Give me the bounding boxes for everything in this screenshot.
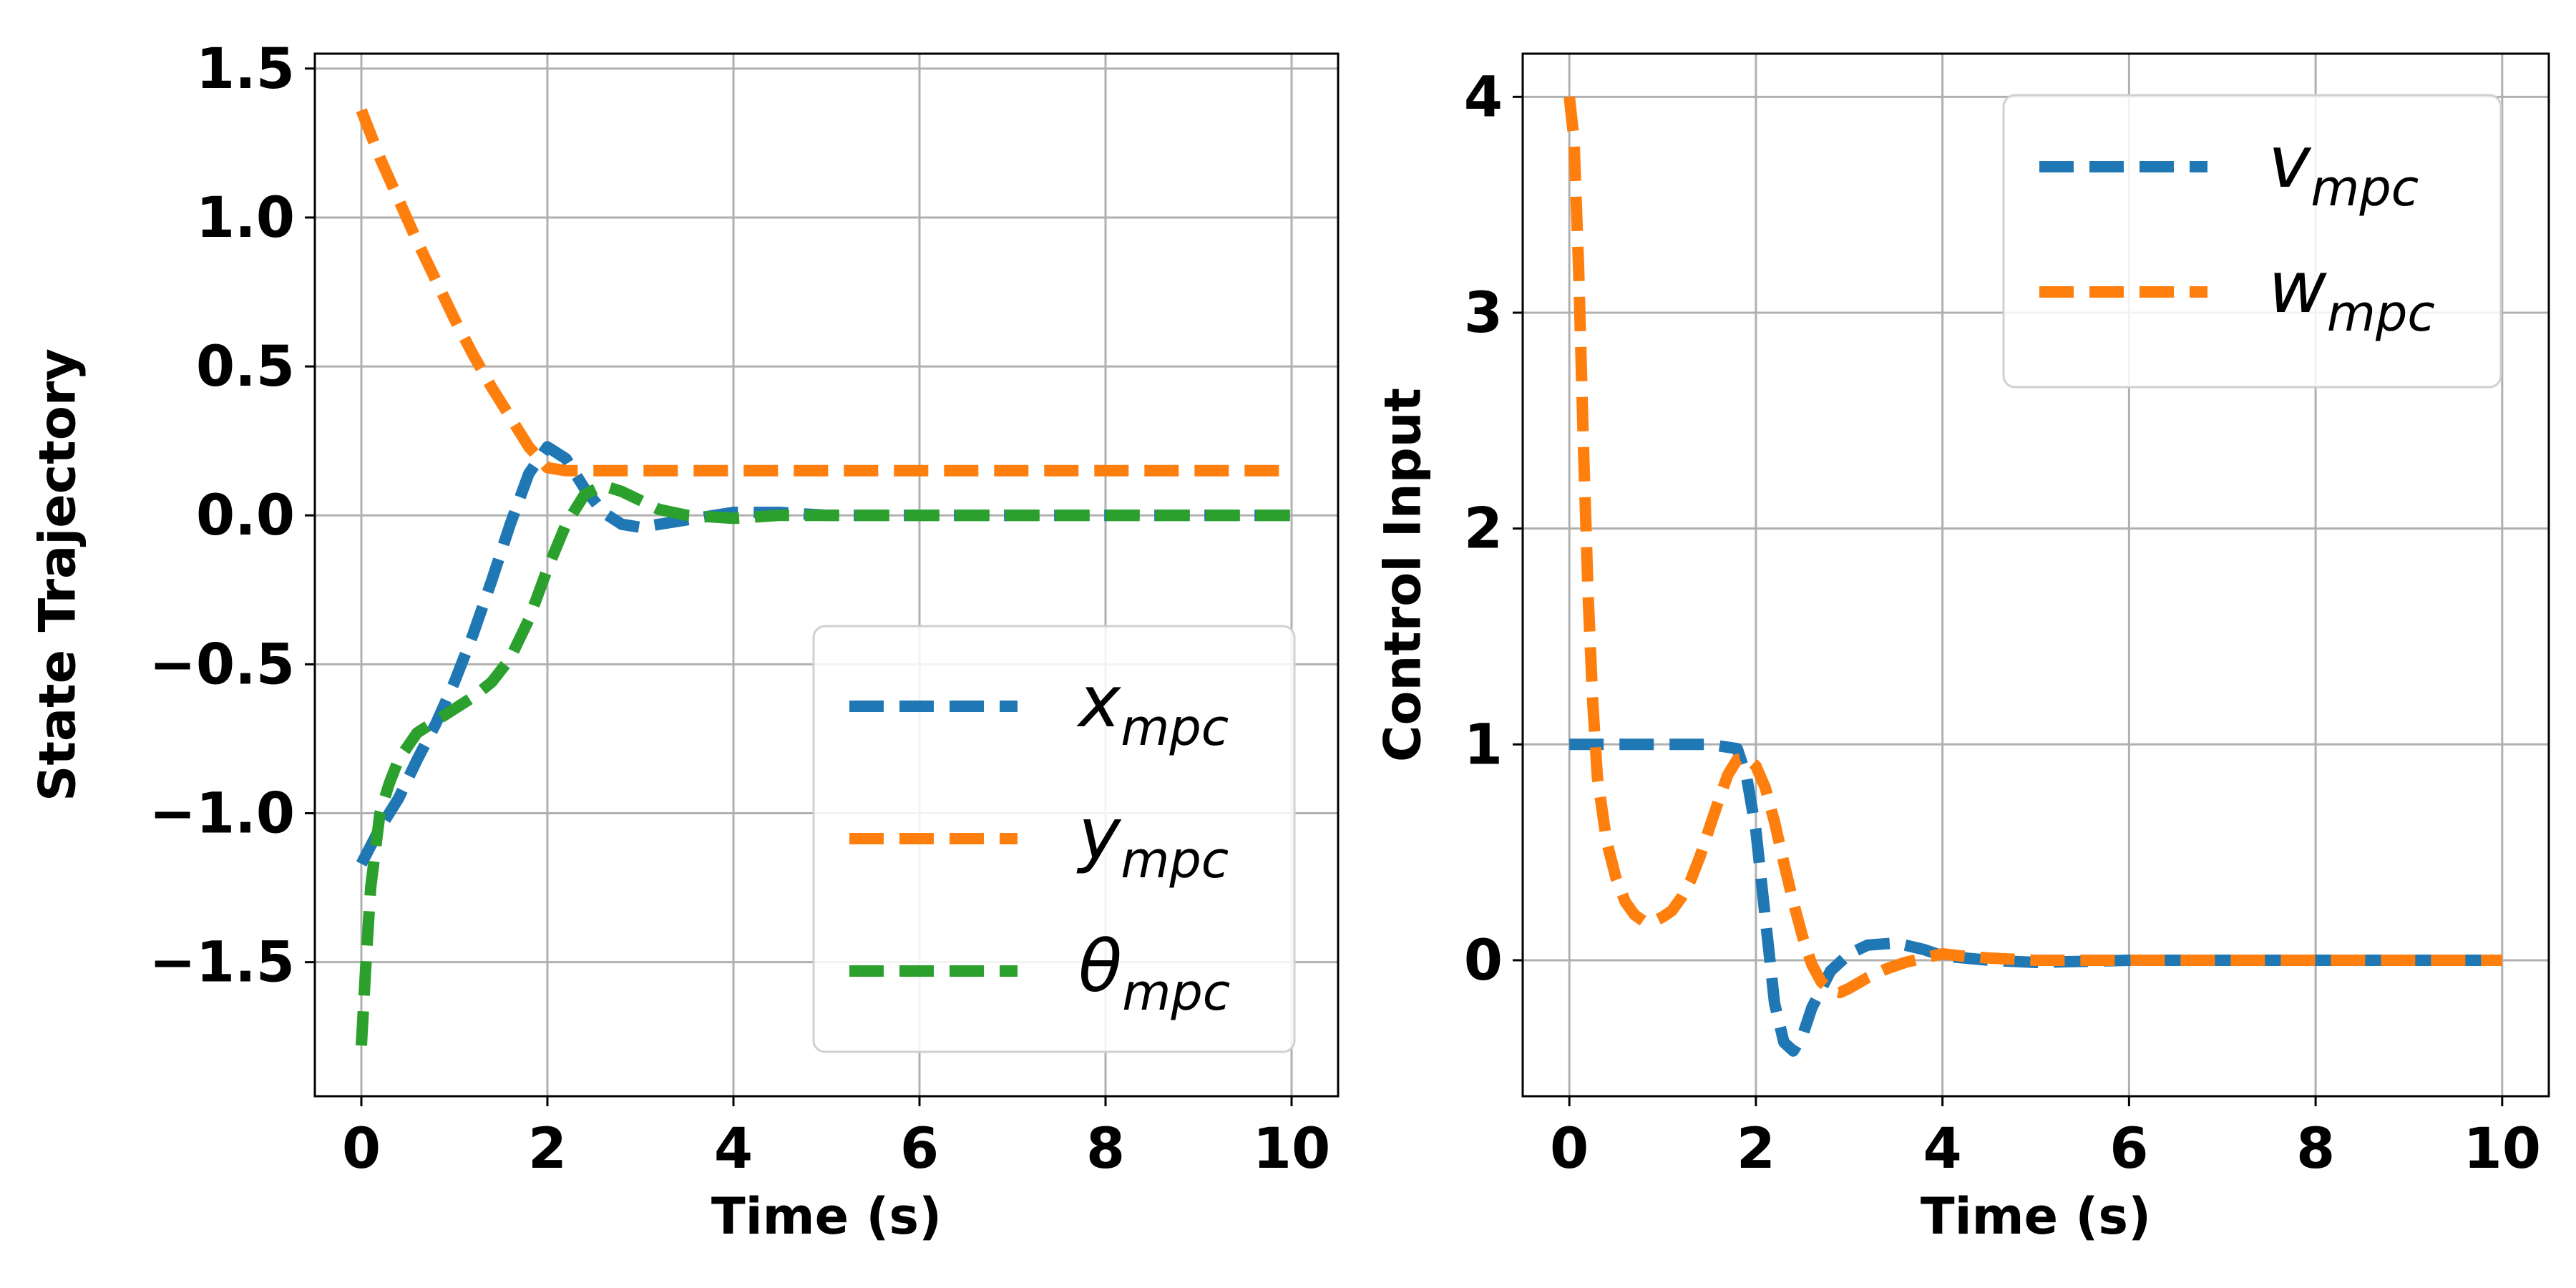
state-trajectory-panel: 0 2 4 6 8 10 −1.5 −1.0 −0.5 0.0 0.5 1.0 1.5 Time (s)… (29, 37, 1340, 1246)
y-tick-label: 0.0 (196, 484, 295, 548)
legend: xmpc ympc θmpc (812, 625, 1296, 1053)
series-lines (356, 108, 1292, 1046)
y-tick-label: −1.5 (149, 931, 295, 995)
series-lines (1563, 96, 2502, 1057)
legend-box (812, 625, 1296, 1053)
series-line-w-mpc (1563, 96, 2502, 999)
x-tick-label: 10 (1253, 1117, 1331, 1181)
x-tick-label: 2 (1737, 1117, 1775, 1181)
grid (1523, 54, 2549, 1096)
x-tick-label: 0 (1550, 1117, 1589, 1181)
series-line-y-mpc (356, 108, 1292, 477)
y-tick-label: 0.5 (196, 335, 295, 399)
x-tick-label: 4 (1923, 1117, 1961, 1181)
tick-labels: 0 2 4 6 8 10 0 1 2 3 4 (1464, 65, 2541, 1181)
legend-box (2002, 94, 2502, 389)
series-line-θ-mpc (356, 479, 1292, 1046)
y-tick-label: 1 (1464, 713, 1503, 777)
y-axis-label: State Trajectory (29, 348, 87, 801)
x-tick-label: 10 (2464, 1117, 2542, 1181)
axes (305, 52, 1340, 1106)
y-tick-label: 3 (1464, 281, 1503, 346)
x-tick-label: 6 (900, 1117, 939, 1181)
legend-label-y: ympc (1076, 792, 1229, 889)
y-tick-label: 0 (1464, 929, 1503, 993)
legend: vmpc wmpc (2002, 94, 2502, 389)
control-input-panel: 0 2 4 6 8 10 0 1 2 3 4 Time (s) Control Input vmpc… (1374, 52, 2550, 1246)
x-axis-label: Time (s) (1921, 1187, 2151, 1246)
x-tick-label: 0 (342, 1117, 381, 1181)
legend-label-v: vmpc (2268, 120, 2419, 218)
legend-label-w: wmpc (2268, 245, 2435, 343)
legend-label-θ: θmpc (1078, 924, 1230, 1022)
y-tick-label: 1.5 (196, 37, 295, 102)
axes-frame (1521, 52, 2550, 1098)
y-tick-label: 4 (1464, 65, 1503, 130)
x-tick-label: 4 (714, 1117, 753, 1181)
x-axis-label: Time (s) (711, 1187, 942, 1246)
y-axis-label: Control Input (1374, 388, 1433, 762)
x-tick-label: 8 (2296, 1117, 2335, 1181)
x-tick-label: 6 (2109, 1117, 2148, 1181)
y-tick-label: −1.0 (149, 782, 295, 847)
y-tick-label: −0.5 (149, 633, 295, 697)
axes (1513, 52, 2550, 1106)
y-tick-label: 1.0 (196, 186, 295, 250)
y-tick-label: 2 (1464, 497, 1503, 562)
x-tick-label: 8 (1086, 1117, 1125, 1181)
x-tick-label: 2 (528, 1117, 567, 1181)
tick-labels: 0 2 4 6 8 10 −1.5 −1.0 −0.5 0.0 0.5 1.0 1.5 (149, 37, 1330, 1181)
legend-label-x: xmpc (1076, 660, 1229, 757)
axes-frame (313, 52, 1340, 1098)
